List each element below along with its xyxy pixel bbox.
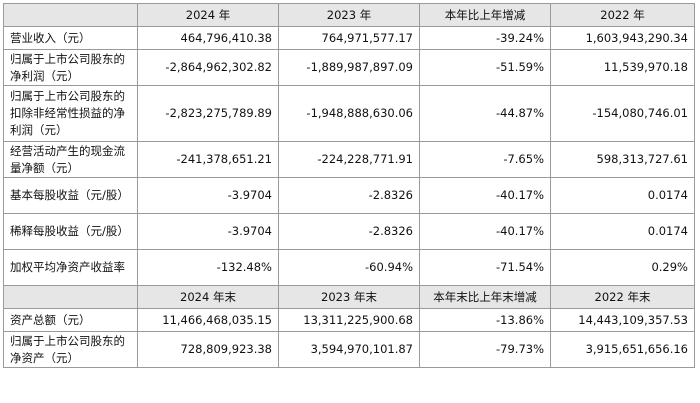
financial-table: 2024 年 2023 年 本年比上年增减 2022 年 营业收入（元） 464… (3, 3, 695, 368)
value-2023-end: 13,311,225,900.68 (278, 308, 420, 332)
value-2024-end: 728,809,923.38 (137, 331, 279, 368)
value-2023: -2.8326 (278, 177, 420, 214)
table-row: 归属于上市公司股东的净资产（元） 728,809,923.38 3,594,97… (3, 331, 695, 368)
value-change: -44.87% (419, 85, 551, 142)
table-row: 基本每股收益（元/股） -3.9704 -2.8326 -40.17% 0.01… (3, 177, 695, 214)
row-label: 经营活动产生的现金流量净额（元） (3, 141, 138, 178)
row-label: 加权平均净资产收益率 (3, 249, 138, 286)
value-change: -13.86% (419, 308, 551, 332)
row-label: 营业收入（元） (3, 26, 138, 50)
header-row-annual: 2024 年 2023 年 本年比上年增减 2022 年 (3, 3, 695, 27)
value-2022: 0.0174 (550, 213, 695, 250)
value-change: -40.17% (419, 177, 551, 214)
row-label: 归属于上市公司股东的扣除非经常性损益的净利润（元） (3, 85, 138, 142)
value-2024: -2,864,962,302.82 (137, 49, 279, 86)
table-row: 归属于上市公司股东的净利润（元） -2,864,962,302.82 -1,88… (3, 49, 695, 86)
header-year-2022: 2022 年 (550, 3, 695, 27)
value-2023: -1,889,987,897.09 (278, 49, 420, 86)
value-2022: 0.29% (550, 249, 695, 286)
value-2024: -3.9704 (137, 177, 279, 214)
row-label: 归属于上市公司股东的净利润（元） (3, 49, 138, 86)
row-label: 稀释每股收益（元/股） (3, 213, 138, 250)
value-2023: 764,971,577.17 (278, 26, 420, 50)
value-2022-end: 14,443,109,357.53 (550, 308, 695, 332)
value-2023: -1,948,888,630.06 (278, 85, 420, 142)
value-2022: 1,603,943,290.34 (550, 26, 695, 50)
header-cell-empty (3, 3, 138, 27)
header-year-end-2023: 2023 年末 (278, 285, 420, 309)
row-label: 基本每股收益（元/股） (3, 177, 138, 214)
value-2023: -2.8326 (278, 213, 420, 250)
table-row: 稀释每股收益（元/股） -3.9704 -2.8326 -40.17% 0.01… (3, 213, 695, 250)
header-year-end-2022: 2022 年末 (550, 285, 695, 309)
financial-summary: 2024 年 2023 年 本年比上年增减 2022 年 营业收入（元） 464… (3, 3, 695, 368)
value-2024: -241,378,651.21 (137, 141, 279, 178)
header-cell-empty (3, 285, 138, 309)
value-change: -51.59% (419, 49, 551, 86)
header-row-year-end: 2024 年末 2023 年末 本年末比上年末增减 2022 年末 (3, 285, 695, 309)
value-2024: -132.48% (137, 249, 279, 286)
value-2024-end: 11,466,468,035.15 (137, 308, 279, 332)
value-2022-end: 3,915,651,656.16 (550, 331, 695, 368)
value-2022: 598,313,727.61 (550, 141, 695, 178)
value-2024: 464,796,410.38 (137, 26, 279, 50)
value-2023: -60.94% (278, 249, 420, 286)
header-yoy-change: 本年比上年增减 (419, 3, 551, 27)
table-row: 资产总额（元） 11,466,468,035.15 13,311,225,900… (3, 308, 695, 332)
value-2022: -154,080,746.01 (550, 85, 695, 142)
row-label: 归属于上市公司股东的净资产（元） (3, 331, 138, 368)
table-row: 经营活动产生的现金流量净额（元） -241,378,651.21 -224,22… (3, 141, 695, 178)
value-2022: 11,539,970.18 (550, 49, 695, 86)
header-year-2024: 2024 年 (137, 3, 279, 27)
value-2022: 0.0174 (550, 177, 695, 214)
value-2024: -2,823,275,789.89 (137, 85, 279, 142)
value-2023: -224,228,771.91 (278, 141, 420, 178)
table-row: 加权平均净资产收益率 -132.48% -60.94% -71.54% 0.29… (3, 249, 695, 286)
table-row: 营业收入（元） 464,796,410.38 764,971,577.17 -3… (3, 26, 695, 50)
value-2023-end: 3,594,970,101.87 (278, 331, 420, 368)
header-year-end-change: 本年末比上年末增减 (419, 285, 551, 309)
value-change: -7.65% (419, 141, 551, 178)
row-label: 资产总额（元） (3, 308, 138, 332)
header-year-end-2024: 2024 年末 (137, 285, 279, 309)
value-change: -79.73% (419, 331, 551, 368)
value-change: -71.54% (419, 249, 551, 286)
header-year-2023: 2023 年 (278, 3, 420, 27)
table-row: 归属于上市公司股东的扣除非经常性损益的净利润（元） -2,823,275,789… (3, 85, 695, 142)
value-change: -39.24% (419, 26, 551, 50)
value-change: -40.17% (419, 213, 551, 250)
value-2024: -3.9704 (137, 213, 279, 250)
